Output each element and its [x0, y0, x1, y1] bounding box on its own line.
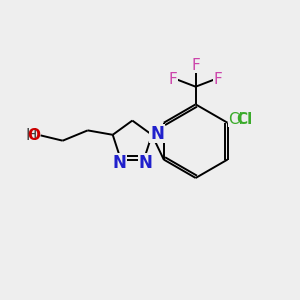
Text: F: F: [169, 72, 177, 87]
Text: N: N: [150, 124, 164, 142]
Text: F: F: [191, 58, 200, 73]
Text: N: N: [112, 154, 126, 172]
Text: Cl: Cl: [236, 112, 252, 127]
Text: N: N: [139, 154, 153, 172]
Text: H: H: [26, 128, 37, 143]
Text: F: F: [214, 72, 223, 87]
Text: Cl: Cl: [228, 112, 243, 127]
Text: O: O: [27, 128, 40, 143]
